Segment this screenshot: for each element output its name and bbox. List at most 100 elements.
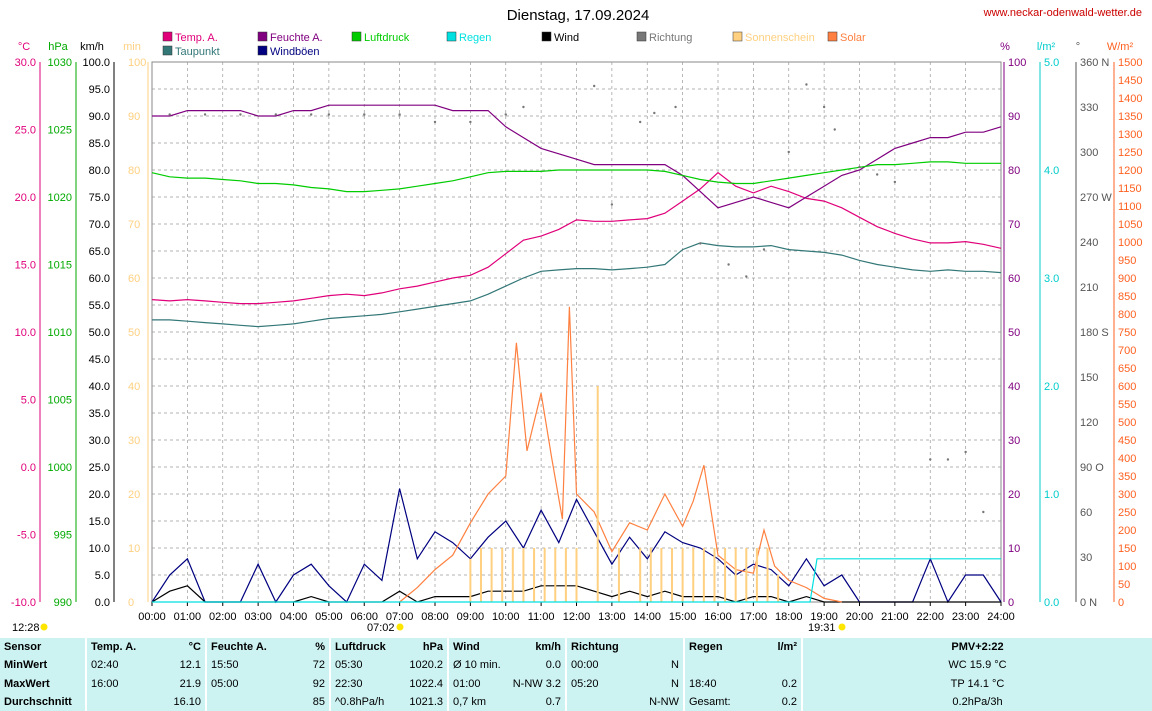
axis-tick-label-sun: 80: [128, 165, 140, 177]
axis-tick-label-solar: 600: [1118, 381, 1136, 393]
axis-tick-label-solar: 350: [1118, 471, 1136, 483]
axis-unit-temp: °C: [18, 41, 30, 53]
axis-tick-label-temp: -5.0: [17, 530, 36, 542]
legend-label: Taupunkt: [175, 46, 220, 58]
legend-label: Windböen: [270, 46, 320, 58]
sun-marker-sunset: 19:31: [808, 622, 836, 634]
direction-dot: [699, 242, 702, 245]
axis-tick-label-sun: 0: [128, 597, 134, 609]
direction-dot: [610, 203, 614, 206]
axis-tick-label-temp: 25.0: [15, 125, 36, 137]
axis-tick-label-pressure: 1015: [48, 260, 72, 272]
axis-tick-label-direction: 210: [1080, 282, 1098, 294]
axis-tick-label-direction: 90 O: [1080, 462, 1104, 474]
axis-tick-label-pressure: 1000: [48, 462, 72, 474]
legend-swatch: [257, 45, 268, 56]
x-tick-label: 23:00: [952, 611, 980, 623]
axis-tick-label-sun: 60: [128, 273, 140, 285]
axis-tick-label-wind: 35.0: [89, 408, 110, 420]
direction-dot: [727, 263, 730, 266]
x-tick-label: 06:00: [350, 611, 378, 623]
stats-pmv-value: 0.2hPa/3h: [801, 692, 1152, 711]
axis-tick-label-wind: 25.0: [89, 462, 110, 474]
sunshine-bar: [554, 548, 557, 602]
direction-dot: [929, 458, 932, 461]
axis-tick-label-wind: 30.0: [89, 435, 110, 447]
axis-tick-label-humidity: 60: [1008, 273, 1020, 285]
axes: 00:00 01:00 02:00 03:00 04:00 05:00 06:00 07:00…: [11, 57, 1143, 623]
direction-dot: [309, 113, 313, 116]
legend-label: Sonnenschein: [745, 32, 815, 44]
stats-temp-time: 16:00: [85, 674, 146, 693]
direction-dot: [168, 113, 171, 116]
stats-rain-value: [744, 656, 802, 675]
sunshine-bar: [713, 548, 716, 602]
axis-tick-label-direction: 120: [1080, 417, 1098, 429]
stats-hum-value: 92: [268, 674, 330, 693]
axis-tick-label-temp: 20.0: [15, 192, 36, 204]
x-tick-label: 03:00: [244, 611, 272, 623]
axis-tick-label-rain: 0.0: [1044, 597, 1059, 609]
legend-swatch: [446, 31, 457, 42]
stats-pmv-value: WC 15.9 °C: [801, 656, 1152, 675]
sunshine-bar: [575, 548, 578, 602]
x-tick-label: 09:00: [457, 611, 485, 623]
legend-swatch: [162, 45, 173, 56]
axis-tick-label-wind: 70.0: [89, 219, 110, 231]
legend-label: Wind: [554, 32, 579, 44]
site-url[interactable]: www.neckar-odenwald-wetter.de: [983, 7, 1142, 19]
stats-wind-value: N-NW 3.2: [508, 674, 566, 693]
axis-tick-label-solar: 0: [1118, 597, 1124, 609]
axis-tick-label-solar: 1450: [1118, 75, 1142, 87]
stats-header-pmv: PMV+2:22: [801, 638, 1152, 657]
axis-tick-label-solar: 450: [1118, 435, 1136, 447]
axis-tick-label-temp: 30.0: [15, 57, 36, 69]
axis-tick-label-sun: 10: [128, 543, 140, 555]
direction-dot: [745, 275, 748, 278]
x-tick-label: 18:00: [775, 611, 803, 623]
direction-dot: [787, 150, 790, 154]
axis-unit-solar: W/m²: [1107, 41, 1134, 53]
axis-tick-label-wind: 60.0: [89, 273, 110, 285]
direction-dot: [858, 165, 861, 169]
legend: Temp. A. Taupunkt Feuchte A. Windböen Luftdr…: [162, 31, 866, 58]
axis-tick-label-solar: 400: [1118, 453, 1136, 465]
sunshine-bar: [596, 386, 599, 602]
axis-unit-sun: min: [123, 41, 141, 53]
axis-tick-label-wind: 20.0: [89, 489, 110, 501]
weather-chart: Dienstag, 17.09.2024 www.neckar-odenwald…: [11, 7, 1143, 634]
stats-rain-time: Gesamt:: [683, 692, 744, 711]
axis-tick-label-wind: 90.0: [89, 111, 110, 123]
axis-unit-rain: l/m²: [1037, 41, 1056, 53]
stats-header-pres-unit: hPa: [382, 638, 448, 657]
axis-tick-label-solar: 50: [1118, 579, 1130, 591]
sunset-icon: [838, 623, 846, 631]
axis-tick-label-sun: 40: [128, 381, 140, 393]
legend-label: Richtung: [649, 32, 692, 44]
axis-tick-label-direction: 0 N: [1080, 597, 1097, 609]
stats-header-rain-unit: l/m²: [744, 638, 802, 657]
x-tick-label: 04:00: [280, 611, 308, 623]
sunshine-bar: [479, 548, 482, 602]
axis-tick-label-direction: 240: [1080, 237, 1098, 249]
series-line-solar: [399, 306, 842, 603]
sunshine-bar: [522, 548, 525, 602]
axis-tick-label-solar: 1150: [1118, 183, 1142, 195]
sunshine-bar: [564, 548, 567, 602]
x-tick-label: 02:00: [209, 611, 237, 623]
chart-title: Dienstag, 17.09.2024: [507, 7, 650, 24]
axis-tick-label-pressure: 1025: [48, 125, 72, 137]
legend-label: Luftdruck: [364, 32, 410, 44]
axis-tick-label-solar: 300: [1118, 489, 1136, 501]
stats-header-row: Sensor Temp. A. °C Feuchte A. % Luftdruc…: [0, 638, 1152, 657]
direction-dot: [964, 450, 967, 454]
stats-header-hum-unit: %: [268, 638, 330, 657]
x-tick-label: 11:00: [528, 611, 555, 623]
stats-wind-value: 0.0: [508, 656, 566, 675]
legend-swatch: [827, 31, 838, 42]
axis-tick-label-wind: 5.0: [95, 570, 110, 582]
stats-table: Sensor Temp. A. °C Feuchte A. % Luftdruc…: [0, 638, 1152, 711]
axis-tick-label-wind: 80.0: [89, 165, 110, 177]
stats-pres-time: 05:30: [329, 656, 382, 675]
axis-tick-label-solar: 700: [1118, 345, 1136, 357]
